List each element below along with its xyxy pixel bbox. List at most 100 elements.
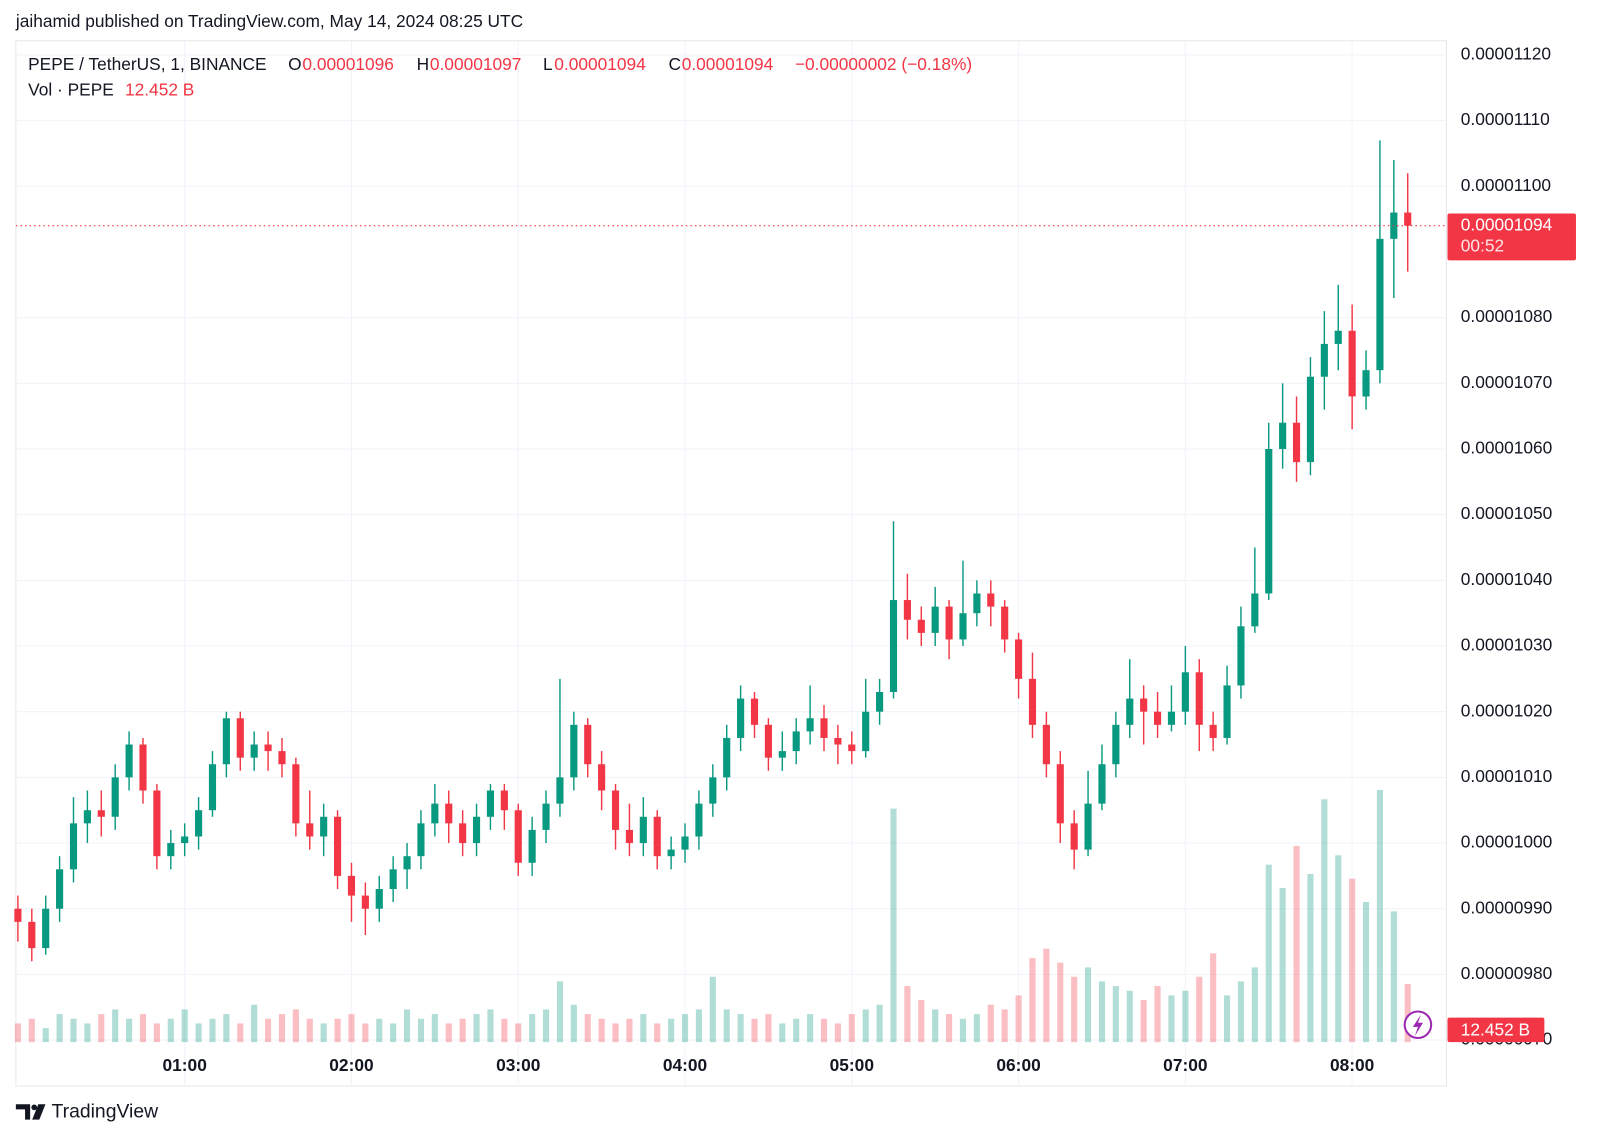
y-tick-label: 0.00001100 [1461, 175, 1551, 195]
volume-bar [779, 1023, 786, 1043]
x-tick-label: 05:00 [830, 1055, 874, 1075]
candle-body [208, 764, 217, 811]
candle-body [1042, 724, 1050, 765]
candle-body [1001, 606, 1009, 640]
y-tick-label: 0.00001040 [1461, 569, 1553, 589]
candle-body [1334, 330, 1342, 344]
candle-body [69, 823, 78, 870]
candle-body [1265, 448, 1273, 594]
volume-bar [153, 1023, 160, 1043]
volume-bar [1321, 799, 1328, 1043]
volume-bar [181, 1009, 188, 1043]
y-tick-label: 0.00001020 [1461, 700, 1553, 720]
candle-body [375, 889, 383, 909]
logo-t [15, 1104, 31, 1120]
candle-body [695, 803, 703, 837]
candle-body [139, 744, 147, 791]
volume-bar [1126, 990, 1133, 1043]
volume-bar [459, 1018, 466, 1043]
candle-body [973, 593, 981, 614]
volume-bar [1029, 958, 1036, 1043]
candle-body [1015, 639, 1023, 679]
symbol-title: PEPE / TetherUS, 1, BINANCE [28, 54, 267, 74]
candle-body [181, 836, 189, 844]
volume-bar [278, 1014, 286, 1043]
candle-body [56, 869, 64, 909]
y-tick-label: 0.00001000 [1461, 832, 1553, 852]
candle-body [222, 718, 230, 765]
volume-bar [793, 1018, 800, 1043]
candle-body [1195, 672, 1203, 725]
candle-body [806, 718, 814, 732]
volume-bar [723, 1009, 730, 1043]
volume-bar [709, 976, 716, 1043]
volume-bar [946, 1014, 953, 1043]
y-tick-label: 0.00001120 [1461, 44, 1551, 64]
volume-label-box [1447, 1017, 1545, 1043]
volume-bar [1112, 986, 1119, 1043]
candle-body [1112, 724, 1120, 765]
candle-body [97, 810, 105, 817]
volume-bar [1071, 976, 1078, 1043]
candle-body [542, 803, 550, 830]
candle-body [459, 823, 467, 844]
candle-body [83, 810, 91, 824]
candle-body [347, 875, 356, 896]
logo-dot [31, 1104, 38, 1111]
ohlc-legend: O 0.00001096 H 0.00001097 L 0.00001094 C 0.0000… [288, 54, 774, 74]
volume-bar [876, 1004, 883, 1043]
volume-bar [987, 1004, 994, 1043]
candle-body [903, 600, 911, 620]
candle-body [625, 829, 633, 844]
volume-bar [1196, 976, 1203, 1043]
volume-bar [542, 1009, 550, 1043]
volume-bar [973, 1014, 980, 1043]
lightning-icon[interactable] [1403, 1010, 1433, 1040]
volume-bar [668, 1018, 675, 1043]
x-tick-label: 08:00 [1330, 1055, 1374, 1075]
candle-body [1279, 422, 1287, 449]
volume-bar [1223, 995, 1231, 1043]
volume-bar [1043, 948, 1050, 1043]
candle-body [556, 777, 564, 804]
x-tick-label: 01:00 [163, 1055, 207, 1075]
candle-body [1362, 370, 1370, 397]
candle-body [820, 718, 828, 738]
volume-bar [1015, 995, 1022, 1043]
volume-bar [487, 1009, 494, 1043]
volume-bar [390, 1023, 397, 1043]
ohlc-value: 0.00001096 [302, 54, 394, 74]
volume-bar [209, 1018, 216, 1043]
x-tick-label: 02:00 [329, 1055, 373, 1075]
candle-body [125, 744, 133, 778]
volume-bar [1140, 1000, 1147, 1043]
candle-body [1223, 685, 1231, 738]
volume-bar [890, 808, 897, 1043]
candle-body [876, 691, 884, 712]
lightning-bolt[interactable] [1412, 1014, 1424, 1036]
candle-body [987, 593, 995, 607]
volume-bar [570, 1004, 577, 1043]
candle-body [1140, 698, 1148, 712]
volume-bar [417, 1018, 425, 1043]
candle-body [1320, 343, 1328, 377]
candle-body [1153, 711, 1162, 725]
ohlc-key: H [417, 54, 430, 74]
candle-body [959, 613, 967, 640]
candle-body [1028, 678, 1037, 725]
volume-bar [1237, 981, 1245, 1043]
candle-body [667, 849, 675, 857]
candle-body [1404, 212, 1412, 226]
y-tick-label: 0.00001110 [1461, 109, 1550, 129]
volume-bar [584, 1014, 591, 1043]
volume-bar [223, 1014, 230, 1043]
volume-bar [292, 1009, 299, 1043]
volume-bar [139, 1014, 147, 1043]
volume-bar [348, 1014, 355, 1043]
candle-body [639, 816, 647, 844]
volume-bar [1168, 995, 1175, 1043]
volume-bar [167, 1018, 174, 1043]
candle-body [1251, 593, 1259, 627]
candle-body [1292, 422, 1301, 463]
